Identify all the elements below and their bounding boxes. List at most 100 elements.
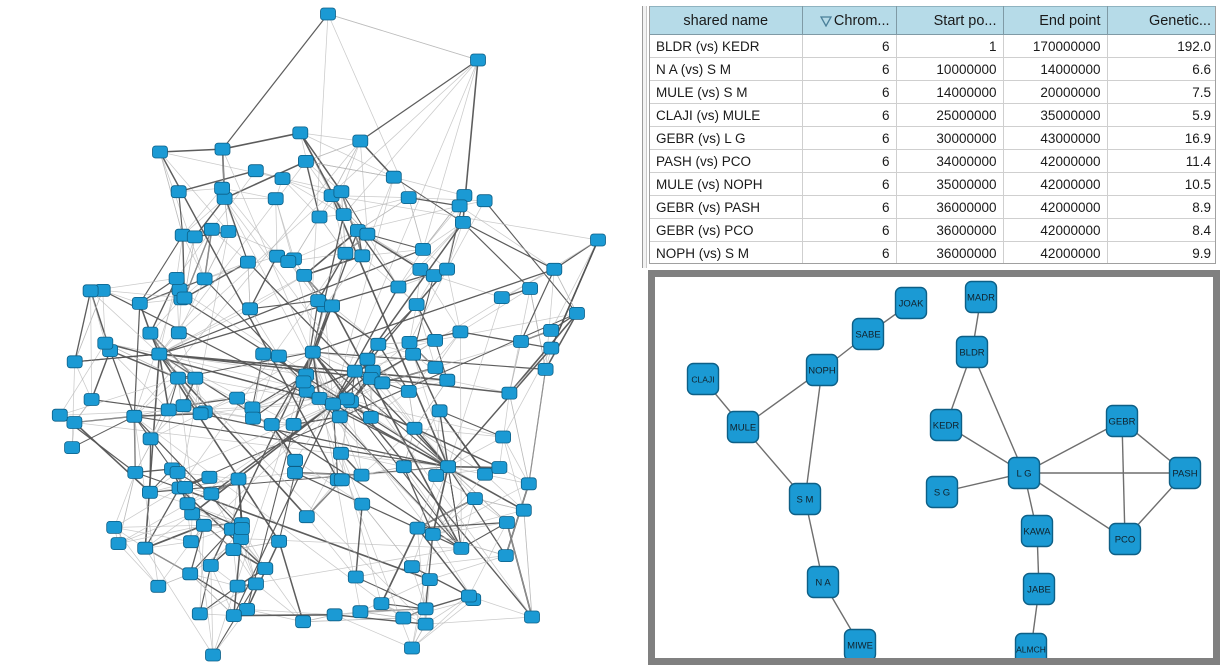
main-network-edge[interactable] (194, 197, 226, 238)
main-network-edge[interactable] (462, 221, 531, 289)
main-network-edge[interactable] (159, 151, 205, 280)
main-network-edge[interactable] (184, 261, 249, 299)
main-network-edge[interactable] (199, 565, 212, 614)
main-network-node[interactable] (352, 605, 369, 619)
main-network-node[interactable] (491, 461, 508, 474)
main-network-edge[interactable] (435, 341, 522, 368)
main-network-node[interactable] (263, 418, 280, 431)
table-row[interactable]: BLDR (vs) KEDR 6 1 170000000 192.0 (650, 34, 1215, 58)
main-network-edge[interactable] (246, 540, 280, 610)
main-network-edge[interactable] (460, 331, 462, 549)
main-network-edge[interactable] (210, 565, 214, 656)
main-network-node[interactable] (106, 521, 123, 534)
column-header-shared-name[interactable]: shared name (650, 6, 803, 35)
main-network-edge[interactable] (102, 289, 449, 468)
main-network-node[interactable] (195, 518, 212, 532)
subnetwork-node[interactable]: S M (788, 482, 822, 516)
main-network-edge[interactable] (529, 288, 546, 370)
subnetwork-node[interactable]: PCO (1108, 522, 1142, 556)
subnetwork-node[interactable]: NOPH (805, 353, 839, 387)
main-network-edge[interactable] (359, 140, 368, 235)
main-network-edge[interactable] (134, 415, 449, 468)
main-network-edge[interactable] (182, 187, 223, 236)
main-network-node[interactable] (110, 537, 127, 550)
main-network-edge[interactable] (179, 253, 346, 489)
main-network-edge[interactable] (303, 255, 363, 277)
main-network-edge[interactable] (367, 233, 424, 250)
main-network-edge[interactable] (184, 229, 213, 299)
main-network-edge[interactable] (294, 472, 362, 476)
main-network-edge[interactable] (247, 609, 335, 616)
main-network-node[interactable] (311, 391, 328, 405)
main-network-node[interactable] (439, 262, 456, 276)
main-network-edge[interactable] (271, 381, 304, 425)
main-network-node[interactable] (201, 470, 218, 484)
main-network-edge[interactable] (133, 416, 159, 587)
main-network-edge[interactable] (59, 377, 179, 416)
column-header-genetic[interactable]: Genetic... (1107, 6, 1215, 35)
main-network-node[interactable] (229, 579, 246, 593)
main-network-edge[interactable] (408, 196, 460, 207)
main-network-edge[interactable] (332, 403, 434, 535)
main-network-edge[interactable] (312, 305, 333, 353)
main-network-edge[interactable] (411, 595, 470, 649)
main-network-edge[interactable] (278, 541, 304, 622)
main-network-node[interactable] (229, 391, 246, 405)
main-network-node[interactable] (513, 335, 529, 348)
main-network-edge[interactable] (118, 524, 204, 544)
main-network-edge[interactable] (439, 410, 504, 438)
main-network-edge[interactable] (306, 453, 342, 517)
main-network-node[interactable] (214, 142, 231, 156)
main-network-edge[interactable] (222, 132, 301, 150)
main-network-node[interactable] (354, 249, 371, 263)
main-network-edge[interactable] (446, 200, 485, 270)
subnetwork-node[interactable]: KEDR (929, 408, 963, 442)
main-network-edge[interactable] (409, 268, 448, 343)
main-network-node[interactable] (170, 185, 187, 199)
main-network-edge[interactable] (447, 297, 503, 467)
main-network-edge[interactable] (105, 342, 334, 405)
main-network-node[interactable] (203, 487, 220, 501)
main-network-edge[interactable] (438, 410, 486, 475)
main-network-edge[interactable] (237, 548, 462, 587)
main-network-edge[interactable] (159, 275, 305, 355)
subnetwork-node[interactable]: S G (925, 475, 959, 509)
main-network-edge[interactable] (509, 341, 522, 394)
main-network-edge[interactable] (293, 230, 359, 260)
subnetwork-graph[interactable]: CLAJI MULE NOPH SABE JOAK S M N A MIWE MADR BLDR K… (655, 277, 1213, 658)
main-network-edge[interactable] (550, 239, 599, 349)
main-network-node[interactable] (182, 567, 199, 581)
main-network-node[interactable] (248, 577, 264, 591)
main-network-edge[interactable] (381, 382, 415, 429)
main-network-node[interactable] (141, 485, 158, 499)
main-network-node[interactable] (304, 345, 321, 359)
main-network-edge[interactable] (312, 351, 348, 400)
main-network-edge[interactable] (424, 534, 434, 609)
main-network-node[interactable] (352, 134, 369, 148)
main-network-edge[interactable] (447, 436, 504, 468)
main-network-node[interactable] (537, 362, 554, 376)
main-network-edge[interactable] (414, 427, 500, 469)
main-network-edge[interactable] (305, 161, 345, 215)
main-network-node[interactable] (427, 333, 444, 347)
main-network-edge[interactable] (367, 340, 436, 360)
main-network-node[interactable] (170, 326, 187, 340)
main-network-node[interactable] (424, 528, 441, 541)
subnetwork-node[interactable]: JOAK (894, 286, 928, 320)
main-network-node[interactable] (374, 376, 391, 390)
main-network-edge[interactable] (71, 361, 76, 448)
main-network-node[interactable] (359, 227, 376, 241)
main-network-edge[interactable] (432, 473, 486, 535)
main-network-edge[interactable] (159, 151, 339, 481)
column-header-chromosome[interactable]: Chrom... (802, 6, 897, 35)
main-network-edge[interactable] (355, 566, 412, 578)
main-network-node[interactable] (454, 215, 471, 229)
subnetwork-edge[interactable] (971, 351, 1025, 474)
main-network-node[interactable] (225, 543, 242, 556)
main-network-edge[interactable] (249, 255, 278, 310)
main-network-node[interactable] (64, 441, 80, 455)
main-network-node[interactable] (453, 542, 470, 555)
main-network-edge[interactable] (109, 349, 179, 379)
main-network-edge[interactable] (189, 573, 235, 616)
main-network-edge[interactable] (305, 161, 321, 218)
